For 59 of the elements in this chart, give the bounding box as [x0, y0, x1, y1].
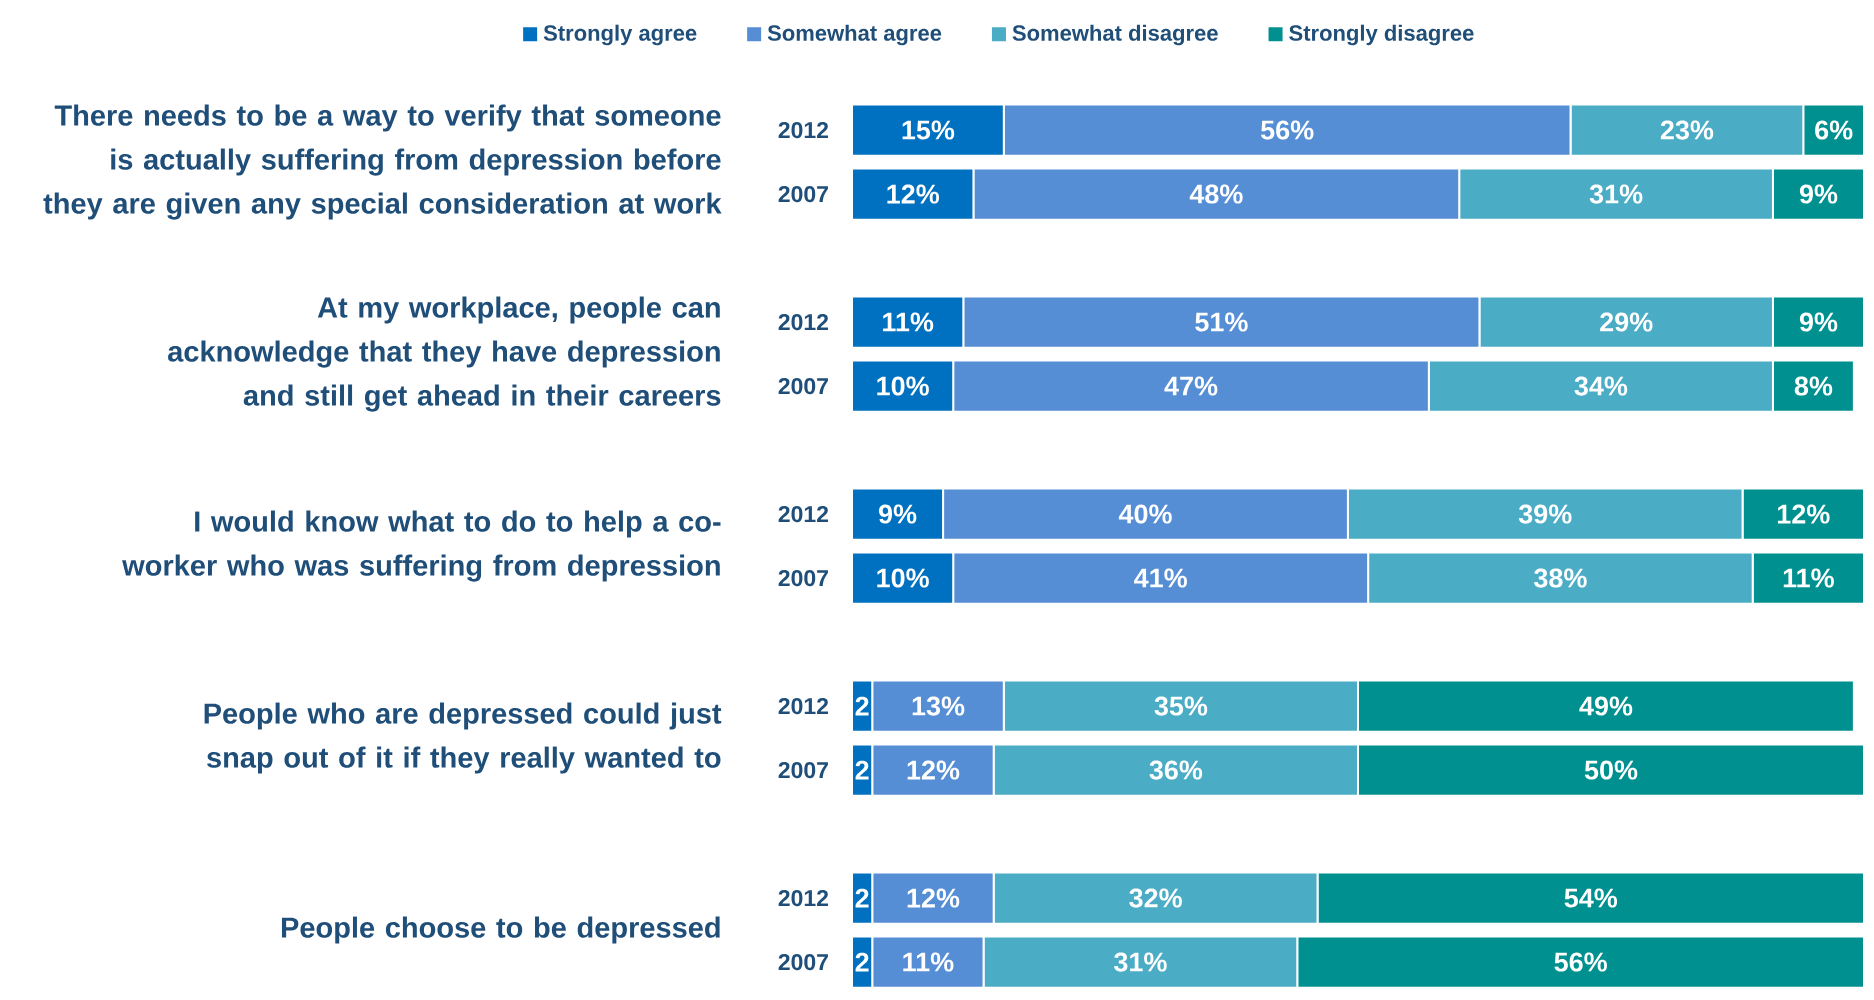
- legend-label: Somewhat agree: [767, 24, 942, 46]
- data-label: 9%: [1799, 312, 1838, 332]
- data-label: 10%: [877, 376, 929, 396]
- text: There needs to be a way to verify that someone is actually suffering from depression before they are given any special consideration at work: [43, 104, 722, 220]
- data-label: 29%: [1600, 312, 1653, 332]
- data-label: 31%: [1114, 952, 1167, 972]
- data-label: 51%: [1195, 312, 1248, 332]
- data-label: 9%: [878, 504, 917, 524]
- data-label: 34%: [1574, 376, 1628, 396]
- data-label: 10%: [877, 568, 929, 588]
- text: I would know what to do to help a co-worker who was suffering from depression: [122, 510, 721, 582]
- y-tick-label: 2012: [778, 121, 829, 139]
- data-label: 2: [855, 952, 869, 972]
- data-label: 9%: [1799, 184, 1838, 204]
- data-label: 35%: [1154, 696, 1208, 716]
- data-label: 54%: [1564, 888, 1618, 908]
- text: At my workplace, people can acknowledge that they have depression and still get ahead in their careers: [168, 296, 721, 412]
- data-label: 12%: [887, 184, 940, 204]
- data-label: 8%: [1794, 376, 1833, 396]
- data-label: 2: [855, 696, 869, 716]
- data-label: 11%: [903, 952, 954, 972]
- text: People who are depressed could just snap out of it if they really wanted to: [204, 702, 722, 774]
- data-label: 12%: [907, 888, 960, 908]
- data-label: 47%: [1164, 376, 1218, 396]
- data-label: 13%: [912, 696, 965, 716]
- y-tick-label: 2012: [778, 697, 829, 715]
- data-label: 2: [855, 760, 869, 780]
- data-label: 11%: [1783, 568, 1834, 588]
- legend-label: Somewhat disagree: [1012, 24, 1218, 46]
- data-label: 12%: [1777, 504, 1830, 524]
- legend-label: Strongly disagree: [1289, 24, 1474, 46]
- y-tick-label: 2007: [778, 185, 828, 203]
- data-label: 39%: [1518, 504, 1572, 524]
- data-label: 6%: [1815, 120, 1853, 140]
- y-tick-label: 2012: [778, 505, 829, 523]
- y-tick-label: 2007: [778, 377, 828, 395]
- data-label: 40%: [1118, 504, 1172, 524]
- data-label: 49%: [1579, 696, 1633, 716]
- data-label: 15%: [902, 120, 955, 140]
- y-tick-label: 2007: [778, 761, 828, 779]
- data-label: 31%: [1589, 184, 1643, 204]
- data-label: 41%: [1134, 568, 1187, 588]
- data-label: 32%: [1129, 888, 1182, 908]
- data-label: 2: [855, 888, 869, 908]
- data-label: 38%: [1534, 568, 1587, 588]
- data-label: 56%: [1554, 952, 1607, 972]
- data-label: 36%: [1149, 760, 1203, 780]
- y-tick-label: 2012: [778, 889, 829, 907]
- y-tick-label: 2012: [778, 313, 829, 331]
- data-label: 50%: [1584, 760, 1638, 780]
- data-label: 12%: [907, 760, 960, 780]
- legend-label: Strongly agree: [543, 24, 697, 46]
- data-label: 11%: [883, 312, 934, 332]
- data-label: 56%: [1261, 120, 1314, 140]
- text: People choose to be depressed: [281, 916, 720, 944]
- data-label: 23%: [1660, 120, 1714, 140]
- y-tick-label: 2007: [778, 953, 828, 971]
- data-label: 48%: [1189, 184, 1243, 204]
- y-tick-label: 2007: [778, 569, 828, 587]
